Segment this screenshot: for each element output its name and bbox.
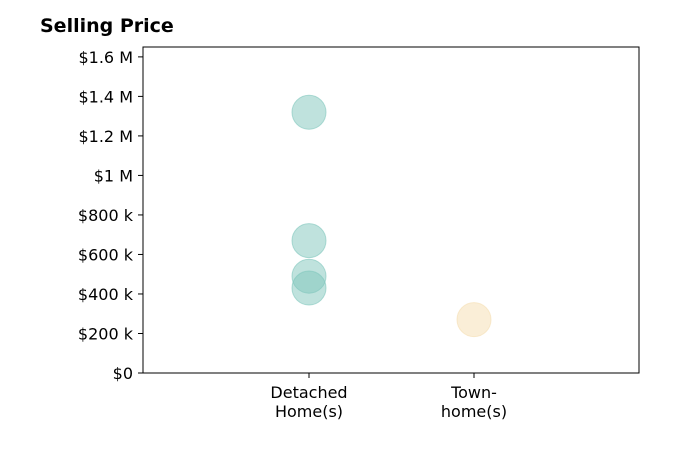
x-tick-label-line: home(s): [441, 402, 507, 421]
y-tick-label: $800 k: [78, 206, 134, 225]
data-points: [291, 94, 492, 338]
y-tick-label: $1.4 M: [78, 87, 133, 106]
y-tick-label: $600 k: [78, 245, 134, 264]
x-tick-label: Town-home(s): [441, 383, 507, 421]
data-point: [291, 270, 327, 306]
y-tick-label: $1.6 M: [78, 48, 133, 67]
x-axis: Detached Home(s) Town-home(s): [270, 373, 507, 421]
y-tick-label: $400 k: [78, 285, 134, 304]
x-tick-label-line: Town-: [450, 383, 497, 402]
y-tick-label: $200 k: [78, 324, 134, 343]
data-point: [291, 223, 327, 259]
x-tick-label-line: Detached: [270, 383, 347, 402]
y-tick-label: $0: [113, 364, 133, 383]
y-tick-label: $1 M: [94, 166, 133, 185]
plot-frame: [142, 46, 640, 374]
x-tick-label: Detached Home(s): [270, 383, 347, 421]
chart-title: Selling Price: [40, 15, 174, 37]
data-point: [291, 94, 327, 130]
y-axis: $0 $200 k $400 k $600 k $800 k $1 M $1.2 M $1.4…: [78, 48, 143, 383]
data-point: [456, 302, 492, 338]
x-tick-label-line: Home(s): [275, 402, 343, 421]
y-tick-label: $1.2 M: [78, 127, 133, 146]
